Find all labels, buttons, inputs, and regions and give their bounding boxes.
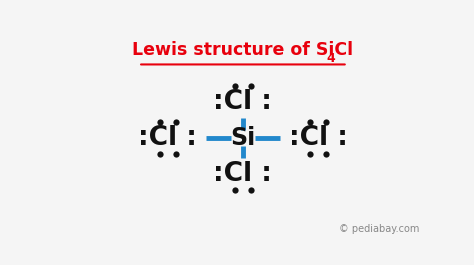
Text: :Cl :: :Cl : [289,125,347,151]
Text: :Cl :: :Cl : [213,161,273,187]
Text: 4: 4 [327,52,336,65]
Text: © pediabay.com: © pediabay.com [339,224,419,234]
Text: :Cl :: :Cl : [213,89,273,115]
Text: Lewis structure of SiCl: Lewis structure of SiCl [132,41,354,59]
Text: Si: Si [230,126,255,150]
Text: :Cl :: :Cl : [138,125,197,151]
